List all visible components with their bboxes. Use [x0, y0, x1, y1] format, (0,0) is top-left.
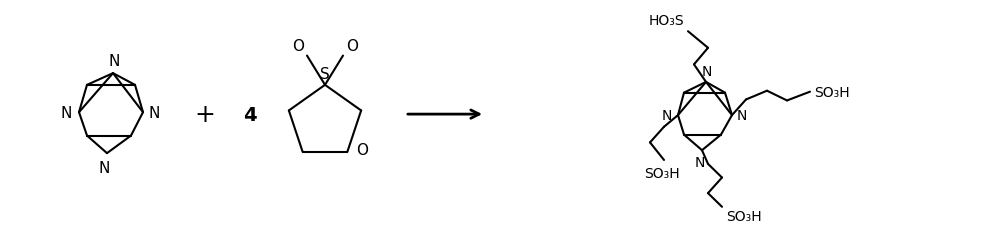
Text: N: N — [662, 109, 672, 123]
Text: SO₃H: SO₃H — [726, 209, 762, 223]
Text: SO₃H: SO₃H — [644, 166, 680, 180]
Text: O: O — [292, 38, 304, 53]
Text: +: + — [195, 103, 215, 126]
Text: N: N — [108, 54, 120, 69]
Text: O: O — [346, 38, 358, 53]
Text: HO₃S: HO₃S — [648, 14, 684, 28]
Text: N: N — [149, 105, 160, 120]
Text: S: S — [320, 67, 330, 82]
Text: SO₃H: SO₃H — [814, 85, 850, 99]
Text: N: N — [695, 155, 705, 169]
Text: 4: 4 — [243, 105, 257, 124]
Text: N: N — [98, 160, 110, 175]
Text: O: O — [356, 143, 368, 158]
Text: N: N — [61, 105, 72, 120]
Text: N: N — [737, 109, 747, 123]
Text: N: N — [702, 65, 712, 79]
